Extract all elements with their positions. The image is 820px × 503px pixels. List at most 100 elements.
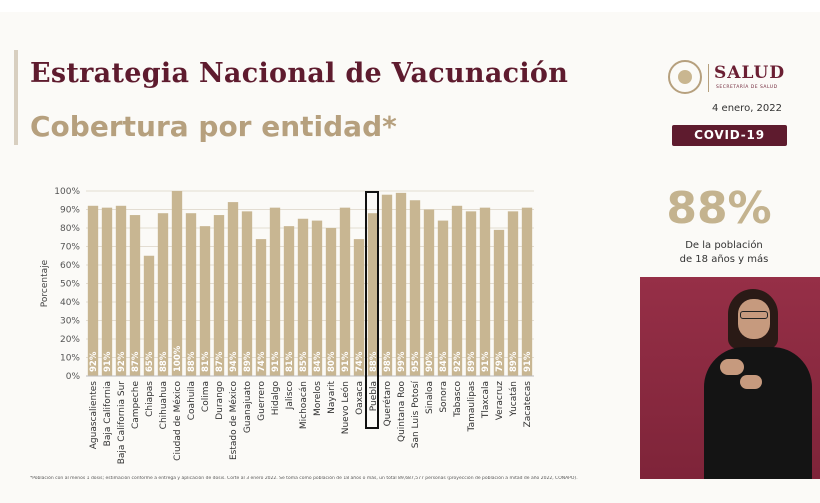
bar [185,213,197,376]
x-tick-label: San Luis Potosí [411,381,421,449]
x-tick-label: Nayarit [327,381,337,414]
page-subtitle: Cobertura por entidad* [30,110,397,143]
bar-value-label: 88% [159,351,169,372]
bar [297,218,309,376]
x-tick-label: Hidalgo [271,381,281,416]
salud-logo: SALUD SECRETARÍA DE SALUD [668,60,788,100]
logo-subtext: SECRETARÍA DE SALUD [716,85,778,90]
bar [381,194,393,376]
x-tick-label: Baja California Sur [117,381,127,465]
bar [437,220,449,376]
bar-value-label: 87% [131,351,141,372]
bar [367,213,379,376]
bar [353,239,365,376]
x-tick-label: Aguascalientes [89,381,99,450]
bar-value-label: 92% [89,351,99,372]
y-tick-label: 70% [60,243,80,253]
bar-value-label: 91% [341,351,351,372]
x-tick-label: Nuevo León [340,381,351,434]
y-axis-label: Porcentaje [40,259,50,307]
summary-value: 88% [666,183,772,234]
x-tick-label: Jalisco [285,381,295,411]
bar-value-label: 89% [467,351,477,372]
bar-value-label: 99% [397,351,407,372]
bar [395,192,407,376]
x-tick-label: Campeche [131,381,141,429]
bar [283,226,295,376]
bar-value-label: 95% [411,351,421,372]
x-tick-label: Querétaro [382,381,393,427]
top-band [0,0,820,12]
bar-value-label: 89% [509,351,519,372]
x-tick-label: Ciudad de México [172,381,183,461]
bar [423,209,435,376]
bar [101,207,113,376]
bar [269,207,281,376]
y-tick-label: 80% [60,224,80,234]
bar-value-label: 81% [201,351,211,372]
logo-divider [708,64,709,92]
y-tick-label: 50% [60,280,80,290]
bar-value-label: 81% [285,351,295,372]
x-tick-label: Morelos [313,381,323,416]
bar-value-label: 84% [439,351,449,372]
x-tick-label: Coahuila [187,381,197,420]
y-tick-label: 0% [66,372,81,382]
page-title: Estrategia Nacional de Vacunación [30,58,569,89]
bar [493,229,505,376]
x-tick-label: Colima [201,381,211,412]
bar-value-label: 84% [313,351,323,372]
bar-value-label: 88% [369,351,379,372]
bar-value-label: 88% [187,351,197,372]
bar-value-label: 100% [173,345,183,372]
bar-value-label: 74% [355,351,365,372]
bar [115,205,127,376]
bar [325,228,337,376]
bar-value-label: 80% [327,351,337,372]
x-tick-label: Quintana Roo [397,381,407,442]
x-tick-label: Michoacán [299,381,309,429]
bar-value-label: 92% [117,351,127,372]
bar-value-label: 90% [425,351,435,372]
y-tick-label: 20% [60,335,80,345]
summary-note-line2: de 18 años y más [679,254,769,265]
y-tick-label: 10% [60,354,80,364]
bar [213,215,225,376]
x-tick-label: Tamaulipas [467,381,477,433]
logo-text: SALUD [714,63,786,83]
bar [157,213,169,376]
y-tick-label: 60% [60,261,80,271]
bar-value-label: 89% [243,351,253,372]
sign-language-interpreter-video [640,277,820,479]
x-tick-label: Oaxaca [355,381,365,415]
bar [129,215,141,376]
bar [507,211,519,376]
summary-note-line1: De la población [685,240,763,251]
bar-value-label: 91% [271,351,281,372]
covid-badge: COVID-19 [672,125,787,146]
bar [87,205,99,376]
date-label: 4 enero, 2022 [712,103,782,114]
footnote: *Población con al menos 1 dosis; estimac… [30,476,578,481]
bar [241,211,253,376]
decorative-bar [14,50,18,145]
bar-value-label: 85% [299,351,309,372]
bar-value-label: 79% [495,351,505,372]
y-tick-label: 40% [60,298,80,308]
x-tick-label: Estado de México [228,381,239,461]
bar [199,226,211,376]
x-tick-label: Yucatán [509,381,519,417]
x-tick-label: Baja California [103,381,113,446]
bar [409,200,421,376]
x-tick-label: Zacatecas [523,381,533,428]
bar-value-label: 74% [257,351,267,372]
bar [451,205,463,376]
summary-note: De la población de 18 años y más [664,239,784,267]
x-tick-label: Guanajuato [243,381,253,434]
x-tick-label: Tabasco [453,381,463,418]
y-tick-label: 90% [60,206,80,216]
bar-value-label: 91% [481,351,491,372]
x-tick-label: Tlaxcala [481,381,491,419]
